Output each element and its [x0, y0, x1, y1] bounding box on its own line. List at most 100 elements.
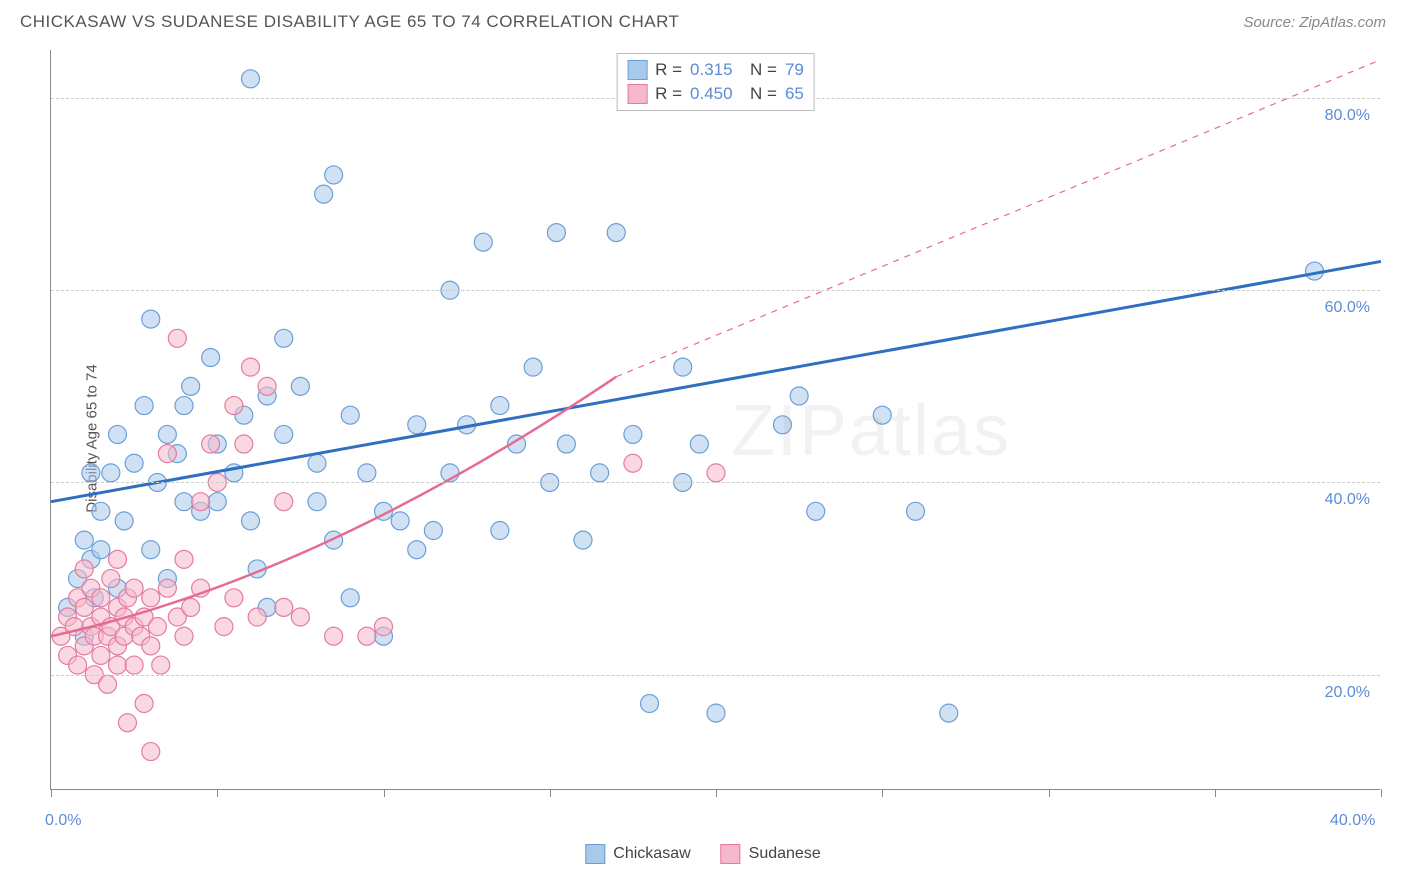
x-tick: [716, 789, 717, 797]
data-point: [109, 425, 127, 443]
y-tick-label: 80.0%: [1325, 107, 1370, 125]
data-point: [341, 589, 359, 607]
legend-item: Chickasaw: [585, 844, 690, 864]
data-point: [275, 329, 293, 347]
legend-row: R = 0.315 N = 79: [627, 58, 804, 82]
legend-swatch: [627, 84, 647, 104]
data-point: [148, 618, 166, 636]
data-point: [142, 743, 160, 761]
data-point: [624, 425, 642, 443]
data-point: [707, 704, 725, 722]
data-point: [109, 550, 127, 568]
data-point: [275, 493, 293, 511]
data-point: [142, 310, 160, 328]
x-tick: [1215, 789, 1216, 797]
data-point: [574, 531, 592, 549]
x-tick: [217, 789, 218, 797]
data-point: [275, 598, 293, 616]
data-point: [75, 598, 93, 616]
data-point: [491, 397, 509, 415]
data-point: [192, 493, 210, 511]
data-point: [524, 358, 542, 376]
legend-r-value: 0.450: [690, 84, 742, 104]
data-point: [690, 435, 708, 453]
data-point: [75, 560, 93, 578]
legend-n-label: N =: [750, 60, 777, 80]
data-point: [547, 224, 565, 242]
data-point: [907, 502, 925, 520]
data-point: [474, 233, 492, 251]
y-tick-label: 20.0%: [1325, 684, 1370, 702]
data-point: [142, 637, 160, 655]
data-point: [707, 464, 725, 482]
data-point: [607, 224, 625, 242]
legend-swatch: [721, 844, 741, 864]
x-tick: [550, 789, 551, 797]
data-point: [152, 656, 170, 674]
x-tick: [882, 789, 883, 797]
data-point: [182, 598, 200, 616]
data-point: [202, 349, 220, 367]
data-point: [408, 541, 426, 559]
data-point: [225, 397, 243, 415]
data-point: [242, 358, 260, 376]
data-point: [82, 464, 100, 482]
data-point: [175, 550, 193, 568]
data-point: [92, 502, 110, 520]
data-point: [291, 377, 309, 395]
gridline: [51, 290, 1380, 291]
data-point: [99, 675, 117, 693]
data-point: [790, 387, 808, 405]
x-tick: [1381, 789, 1382, 797]
data-point: [158, 445, 176, 463]
data-point: [341, 406, 359, 424]
data-point: [125, 454, 143, 472]
data-point: [291, 608, 309, 626]
data-point: [142, 541, 160, 559]
x-tick: [51, 789, 52, 797]
data-point: [215, 618, 233, 636]
data-point: [258, 377, 276, 395]
y-tick-label: 40.0%: [1325, 491, 1370, 509]
data-point: [175, 493, 193, 511]
data-point: [182, 377, 200, 395]
data-point: [624, 454, 642, 472]
data-point: [242, 512, 260, 530]
data-point: [135, 695, 153, 713]
data-point: [142, 589, 160, 607]
source-attribution: Source: ZipAtlas.com: [1243, 14, 1386, 31]
series-legend: Chickasaw Sudanese: [585, 844, 820, 864]
data-point: [391, 512, 409, 530]
data-point: [168, 329, 186, 347]
legend-n-value: 79: [785, 60, 804, 80]
data-point: [591, 464, 609, 482]
data-point: [242, 70, 260, 88]
data-point: [75, 531, 93, 549]
x-tick: [1049, 789, 1050, 797]
data-point: [358, 464, 376, 482]
x-tick-label: 40.0%: [1330, 812, 1375, 830]
data-point: [125, 579, 143, 597]
y-tick-label: 60.0%: [1325, 299, 1370, 317]
data-point: [375, 618, 393, 636]
legend-r-label: R =: [655, 60, 682, 80]
chart-title: CHICKASAW VS SUDANESE DISABILITY AGE 65 …: [20, 12, 679, 32]
data-point: [674, 358, 692, 376]
data-point: [235, 435, 253, 453]
data-point: [408, 416, 426, 434]
data-point: [940, 704, 958, 722]
legend-r-value: 0.315: [690, 60, 742, 80]
gridline: [51, 675, 1380, 676]
data-point: [491, 522, 509, 540]
x-tick: [384, 789, 385, 797]
gridline: [51, 482, 1380, 483]
data-point: [158, 425, 176, 443]
legend-series-label: Sudanese: [749, 845, 821, 863]
legend-series-label: Chickasaw: [613, 845, 690, 863]
data-point: [158, 579, 176, 597]
data-point: [102, 570, 120, 588]
data-point: [175, 627, 193, 645]
correlation-legend: R =0.315N =79R =0.450N =65: [616, 53, 815, 111]
legend-n-label: N =: [750, 84, 777, 104]
scatter-plot-svg: [51, 50, 1380, 789]
